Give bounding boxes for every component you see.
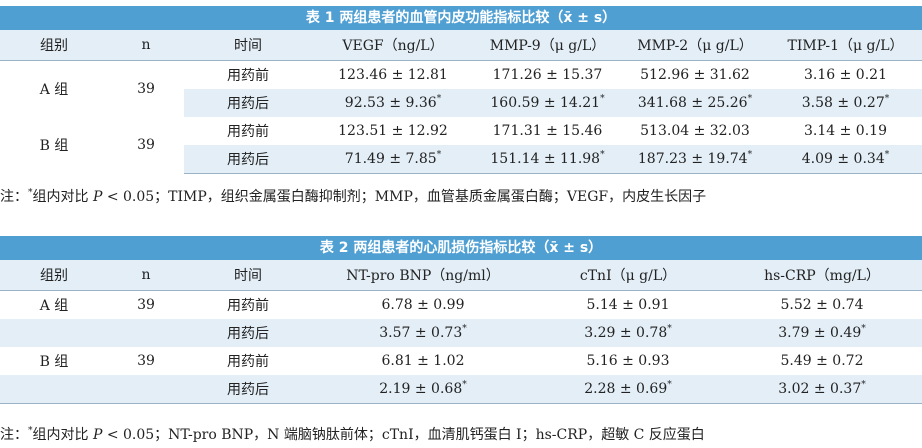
header-n: n — [108, 30, 184, 61]
significance-mark: * — [436, 150, 442, 160]
table-2-caption: 表 2 两组患者的心肌损伤指标比较（x̄ ± s） — [0, 236, 922, 260]
value-cell: 3.29 ± 0.78* — [534, 319, 722, 347]
table-row: 用药后 92.53 ± 9.36* 160.59 ± 14.21* 341.68… — [0, 89, 922, 117]
value-cell: 171.31 ± 15.46 — [492, 123, 603, 139]
table-1-header-row: 组别 n 时间 VEGF（ng/L） MMP-9（μ g/L） MMP-2（μ … — [0, 30, 922, 61]
value-cell: 3.16 ± 0.21 — [804, 67, 887, 83]
value-cell: 513.04 ± 32.03 — [640, 123, 750, 139]
significance-mark: * — [861, 324, 866, 334]
header-time: 时间 — [184, 30, 312, 61]
significance-mark: * — [884, 150, 890, 160]
value-cell: 71.49 ± 7.85* — [312, 145, 474, 174]
header-n: n — [108, 260, 184, 291]
table-2-header-row: 组别 n 时间 NT-pro BNP（ng/ml） cTnI（μ g/L） hs… — [0, 260, 922, 291]
significance-mark: * — [747, 150, 753, 160]
value-cell: 123.51 ± 12.92 — [338, 123, 448, 139]
time-cell: 用药后 — [184, 319, 312, 347]
group-name: A 组 — [39, 298, 69, 314]
time-cell: 用药前 — [227, 68, 269, 84]
time-cell: 用药后 — [184, 145, 312, 174]
value-cell: 151.14 ± 11.98* — [474, 145, 621, 174]
group-name: A 组 — [39, 82, 69, 98]
header-group: 组别 — [0, 30, 108, 61]
value-cell: 160.59 ± 14.21* — [474, 89, 621, 117]
group-n: 39 — [137, 81, 155, 97]
header-hscrp: hs-CRP（mg/L） — [722, 260, 922, 291]
header-time: 时间 — [184, 260, 312, 291]
value-cell: 123.46 ± 12.81 — [338, 67, 448, 83]
time-cell: 用药前 — [227, 124, 269, 140]
table-2-grid: 组别 n 时间 NT-pro BNP（ng/ml） cTnI（μ g/L） hs… — [0, 260, 922, 404]
significance-mark: * — [462, 380, 467, 390]
value-cell: 2.28 ± 0.69* — [534, 375, 722, 404]
value-cell: 4.09 ± 0.34* — [769, 145, 922, 174]
table-1-caption: 表 1 两组患者的血管内皮功能指标比较（x̄ ± s） — [0, 6, 922, 30]
value-cell: 5.52 ± 0.74 — [780, 297, 864, 313]
value-cell: 6.78 ± 0.99 — [381, 297, 465, 313]
significance-mark: * — [600, 150, 605, 160]
significance-mark: * — [667, 380, 672, 390]
table-2: 表 2 两组患者的心肌损伤指标比较（x̄ ± s） 组别 n 时间 NT-pro… — [0, 236, 922, 404]
group-n: 39 — [137, 353, 155, 369]
time-cell: 用药前 — [227, 298, 269, 314]
significance-mark: * — [884, 94, 890, 104]
significance-mark: * — [747, 94, 753, 104]
table-1-grid: 组别 n 时间 VEGF（ng/L） MMP-9（μ g/L） MMP-2（μ … — [0, 30, 922, 174]
table-row: 用药后 3.57 ± 0.73* 3.29 ± 0.78* 3.79 ± 0.4… — [0, 319, 922, 347]
table-row: A 组 39 用药前 6.78 ± 0.99 5.14 ± 0.91 5.52 … — [0, 291, 922, 320]
value-cell: 3.14 ± 0.19 — [804, 123, 887, 139]
header-ntprobnp: NT-pro BNP（ng/ml） — [312, 260, 534, 291]
significance-mark: * — [436, 94, 442, 104]
header-vegf: VEGF（ng/L） — [312, 30, 474, 61]
value-cell: 171.26 ± 15.37 — [492, 67, 603, 83]
value-cell: 187.23 ± 19.74* — [621, 145, 769, 174]
time-cell: 用药后 — [184, 89, 312, 117]
value-cell: 341.68 ± 25.26* — [621, 89, 769, 117]
group-name: B 组 — [39, 138, 69, 155]
value-cell: 2.19 ± 0.68* — [312, 375, 534, 404]
value-cell: 6.81 ± 1.02 — [381, 353, 465, 369]
table-row: A 组 39 用药前 123.46 ± 12.81 171.26 ± 15.37… — [0, 61, 922, 98]
group-n: 39 — [137, 297, 155, 313]
significance-mark: * — [600, 94, 605, 104]
value-cell: 3.57 ± 0.73* — [312, 319, 534, 347]
significance-mark: * — [667, 324, 672, 334]
value-cell: 5.14 ± 0.91 — [586, 297, 670, 313]
value-cell: 3.79 ± 0.49* — [722, 319, 922, 347]
header-group: 组别 — [0, 260, 108, 291]
value-cell: 3.58 ± 0.27* — [769, 89, 922, 117]
header-mmp9: MMP-9（μ g/L） — [474, 30, 621, 61]
table-row: 用药后 71.49 ± 7.85* 151.14 ± 11.98* 187.23… — [0, 145, 922, 174]
table-1-footnote: 注：*组内对比 P < 0.05；TIMP，组织金属蛋白酶抑制剂；MMP，血管基… — [0, 188, 707, 206]
group-n: 39 — [137, 137, 155, 154]
significance-mark: * — [861, 380, 866, 390]
header-ctni: cTnI（μ g/L） — [534, 260, 722, 291]
value-cell: 512.96 ± 31.62 — [640, 67, 750, 83]
value-cell: 5.16 ± 0.93 — [586, 353, 670, 369]
value-cell: 5.49 ± 0.72 — [780, 353, 864, 369]
header-timp1: TIMP-1（μ g/L） — [769, 30, 922, 61]
table-row: B 组 39 用药前 123.51 ± 12.92 171.31 ± 15.46… — [0, 117, 922, 154]
value-cell: 92.53 ± 9.36* — [312, 89, 474, 117]
table-row: 用药后 2.19 ± 0.68* 2.28 ± 0.69* 3.02 ± 0.3… — [0, 375, 922, 404]
value-cell: 3.02 ± 0.37* — [722, 375, 922, 404]
table-row: B 组 39 用药前 6.81 ± 1.02 5.16 ± 0.93 5.49 … — [0, 347, 922, 375]
significance-mark: * — [462, 324, 467, 334]
header-mmp2: MMP-2（μ g/L） — [621, 30, 769, 61]
table-2-footnote: 注：*组内对比 P < 0.05；NT-pro BNP，N 端脑钠肽前体；cTn… — [0, 426, 705, 444]
table-1: 表 1 两组患者的血管内皮功能指标比较（x̄ ± s） 组别 n 时间 VEGF… — [0, 6, 922, 174]
group-name: B 组 — [39, 354, 69, 370]
time-cell: 用药后 — [184, 375, 312, 404]
time-cell: 用药前 — [227, 354, 269, 370]
